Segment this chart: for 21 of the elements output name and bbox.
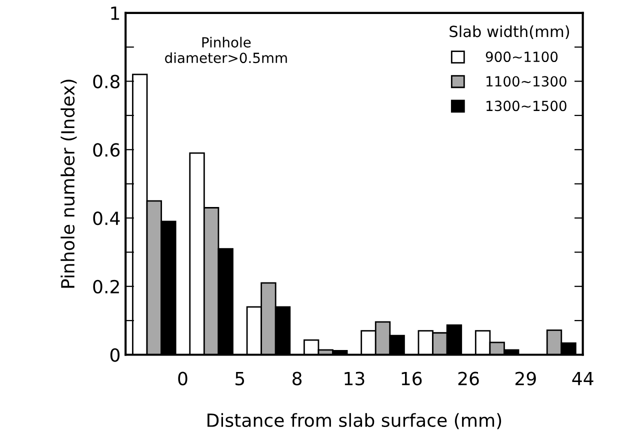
y-axis-title: Pinhole number (Index) bbox=[60, 80, 77, 288]
y-tick-label: 0.2 bbox=[93, 280, 119, 294]
legend-title: Slab width(mm) bbox=[450, 25, 570, 40]
y-tick-label: 1 bbox=[111, 6, 120, 20]
text: 29 bbox=[516, 372, 536, 386]
text: 5 bbox=[236, 372, 244, 386]
legend-label: 900∼1100 bbox=[486, 52, 558, 62]
text: 26 bbox=[458, 372, 479, 386]
text: 8 bbox=[292, 372, 302, 386]
y-tick-label: 0.8 bbox=[93, 74, 120, 88]
y-tick-label: 0.4 bbox=[93, 211, 120, 226]
annotation: Pinhole diameter>0.5mm bbox=[165, 36, 287, 64]
legend-label: 1100∼1300 bbox=[486, 76, 566, 87]
text: 13 bbox=[344, 372, 364, 386]
x-axis-title: Distance from slab surface (mm) bbox=[208, 413, 502, 430]
text: 44 bbox=[572, 372, 594, 386]
y-tick-label: 0 bbox=[110, 348, 120, 362]
text: 0 bbox=[178, 372, 188, 386]
text: 16 bbox=[402, 372, 422, 386]
y-tick-label: 0.6 bbox=[93, 143, 120, 157]
legend-label: 1300∼1500 bbox=[486, 100, 566, 112]
